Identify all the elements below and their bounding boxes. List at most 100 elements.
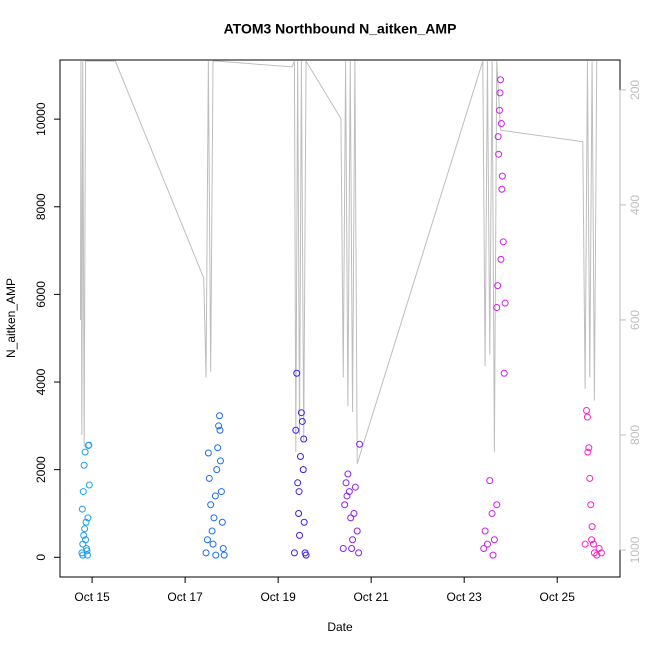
point — [204, 449, 212, 457]
x-tick-label: Oct 25 — [540, 590, 576, 604]
point — [294, 479, 302, 487]
point — [498, 185, 506, 193]
point — [218, 518, 226, 526]
point — [343, 492, 351, 500]
point — [339, 545, 347, 553]
point — [292, 426, 300, 434]
chart-title: ATOM3 Northbound N_aitken_AMP — [224, 21, 457, 37]
point — [493, 501, 501, 509]
y2-tick-label: 1000 — [628, 536, 642, 563]
point — [498, 172, 506, 180]
point — [216, 457, 224, 465]
point — [481, 527, 489, 535]
point — [212, 551, 220, 559]
point — [300, 518, 308, 526]
point — [493, 304, 501, 312]
point — [214, 444, 222, 452]
point — [341, 501, 349, 509]
point — [203, 536, 211, 544]
point — [216, 426, 224, 434]
x-tick-label: Oct 19 — [260, 590, 296, 604]
point — [299, 466, 307, 474]
point — [202, 549, 210, 557]
y-tick-label: 0 — [34, 554, 48, 561]
point — [583, 407, 591, 415]
point — [483, 540, 491, 548]
y-tick-label: 10000 — [34, 102, 48, 136]
point — [581, 540, 589, 548]
point — [84, 514, 92, 522]
point — [496, 106, 504, 114]
plot-box — [59, 59, 621, 578]
point — [290, 549, 298, 557]
point — [490, 536, 498, 544]
point — [293, 369, 301, 377]
point — [85, 481, 93, 489]
point — [298, 417, 306, 425]
point — [210, 514, 218, 522]
point — [213, 466, 221, 474]
y-tick-label: 4000 — [34, 368, 48, 395]
x-tick-label: Oct 15 — [74, 590, 110, 604]
point — [216, 412, 224, 420]
point — [589, 540, 597, 548]
point — [205, 474, 213, 482]
point — [585, 444, 593, 452]
y-tick-label: 6000 — [34, 281, 48, 308]
point — [597, 549, 605, 557]
point — [79, 488, 87, 496]
point — [356, 440, 364, 448]
point — [480, 545, 488, 553]
point — [295, 509, 303, 517]
y2-tick-label: 400 — [628, 195, 642, 215]
y-axis-label: N_aitken_AMP — [4, 278, 18, 358]
point — [208, 527, 216, 535]
y2-tick-label: 600 — [628, 310, 642, 330]
point — [302, 551, 310, 559]
point — [296, 453, 304, 461]
point — [349, 536, 357, 544]
point — [497, 120, 505, 128]
point — [342, 479, 350, 487]
point — [85, 441, 93, 449]
point — [83, 547, 91, 555]
point — [489, 551, 497, 559]
point — [497, 255, 505, 263]
y2-tick-label: 800 — [628, 425, 642, 445]
point — [217, 488, 225, 496]
point — [495, 150, 503, 158]
point — [496, 76, 504, 84]
point — [209, 540, 217, 548]
y-tick-label: 8000 — [34, 193, 48, 220]
point — [583, 413, 591, 421]
point — [219, 545, 227, 553]
x-axis-label: Date — [327, 620, 353, 634]
point — [353, 527, 361, 535]
point — [584, 448, 592, 456]
point — [344, 470, 352, 478]
point — [351, 483, 359, 491]
point — [300, 435, 308, 443]
point — [588, 523, 596, 531]
point — [220, 551, 228, 559]
point — [211, 492, 219, 500]
point — [499, 238, 507, 246]
x-tick-label: Oct 21 — [353, 590, 389, 604]
point — [83, 551, 91, 559]
y-tick-label: 2000 — [34, 456, 48, 483]
x-tick-label: Oct 17 — [167, 590, 203, 604]
point — [79, 551, 87, 559]
plot-area — [78, 60, 605, 559]
x-tick-label: Oct 23 — [447, 590, 483, 604]
point — [588, 536, 596, 544]
point — [500, 369, 508, 377]
point — [355, 549, 363, 557]
point — [81, 525, 89, 533]
point — [348, 545, 356, 553]
point — [350, 509, 358, 517]
point — [488, 509, 496, 517]
point — [82, 536, 90, 544]
point — [295, 488, 303, 496]
point — [82, 518, 90, 526]
point — [486, 477, 494, 485]
